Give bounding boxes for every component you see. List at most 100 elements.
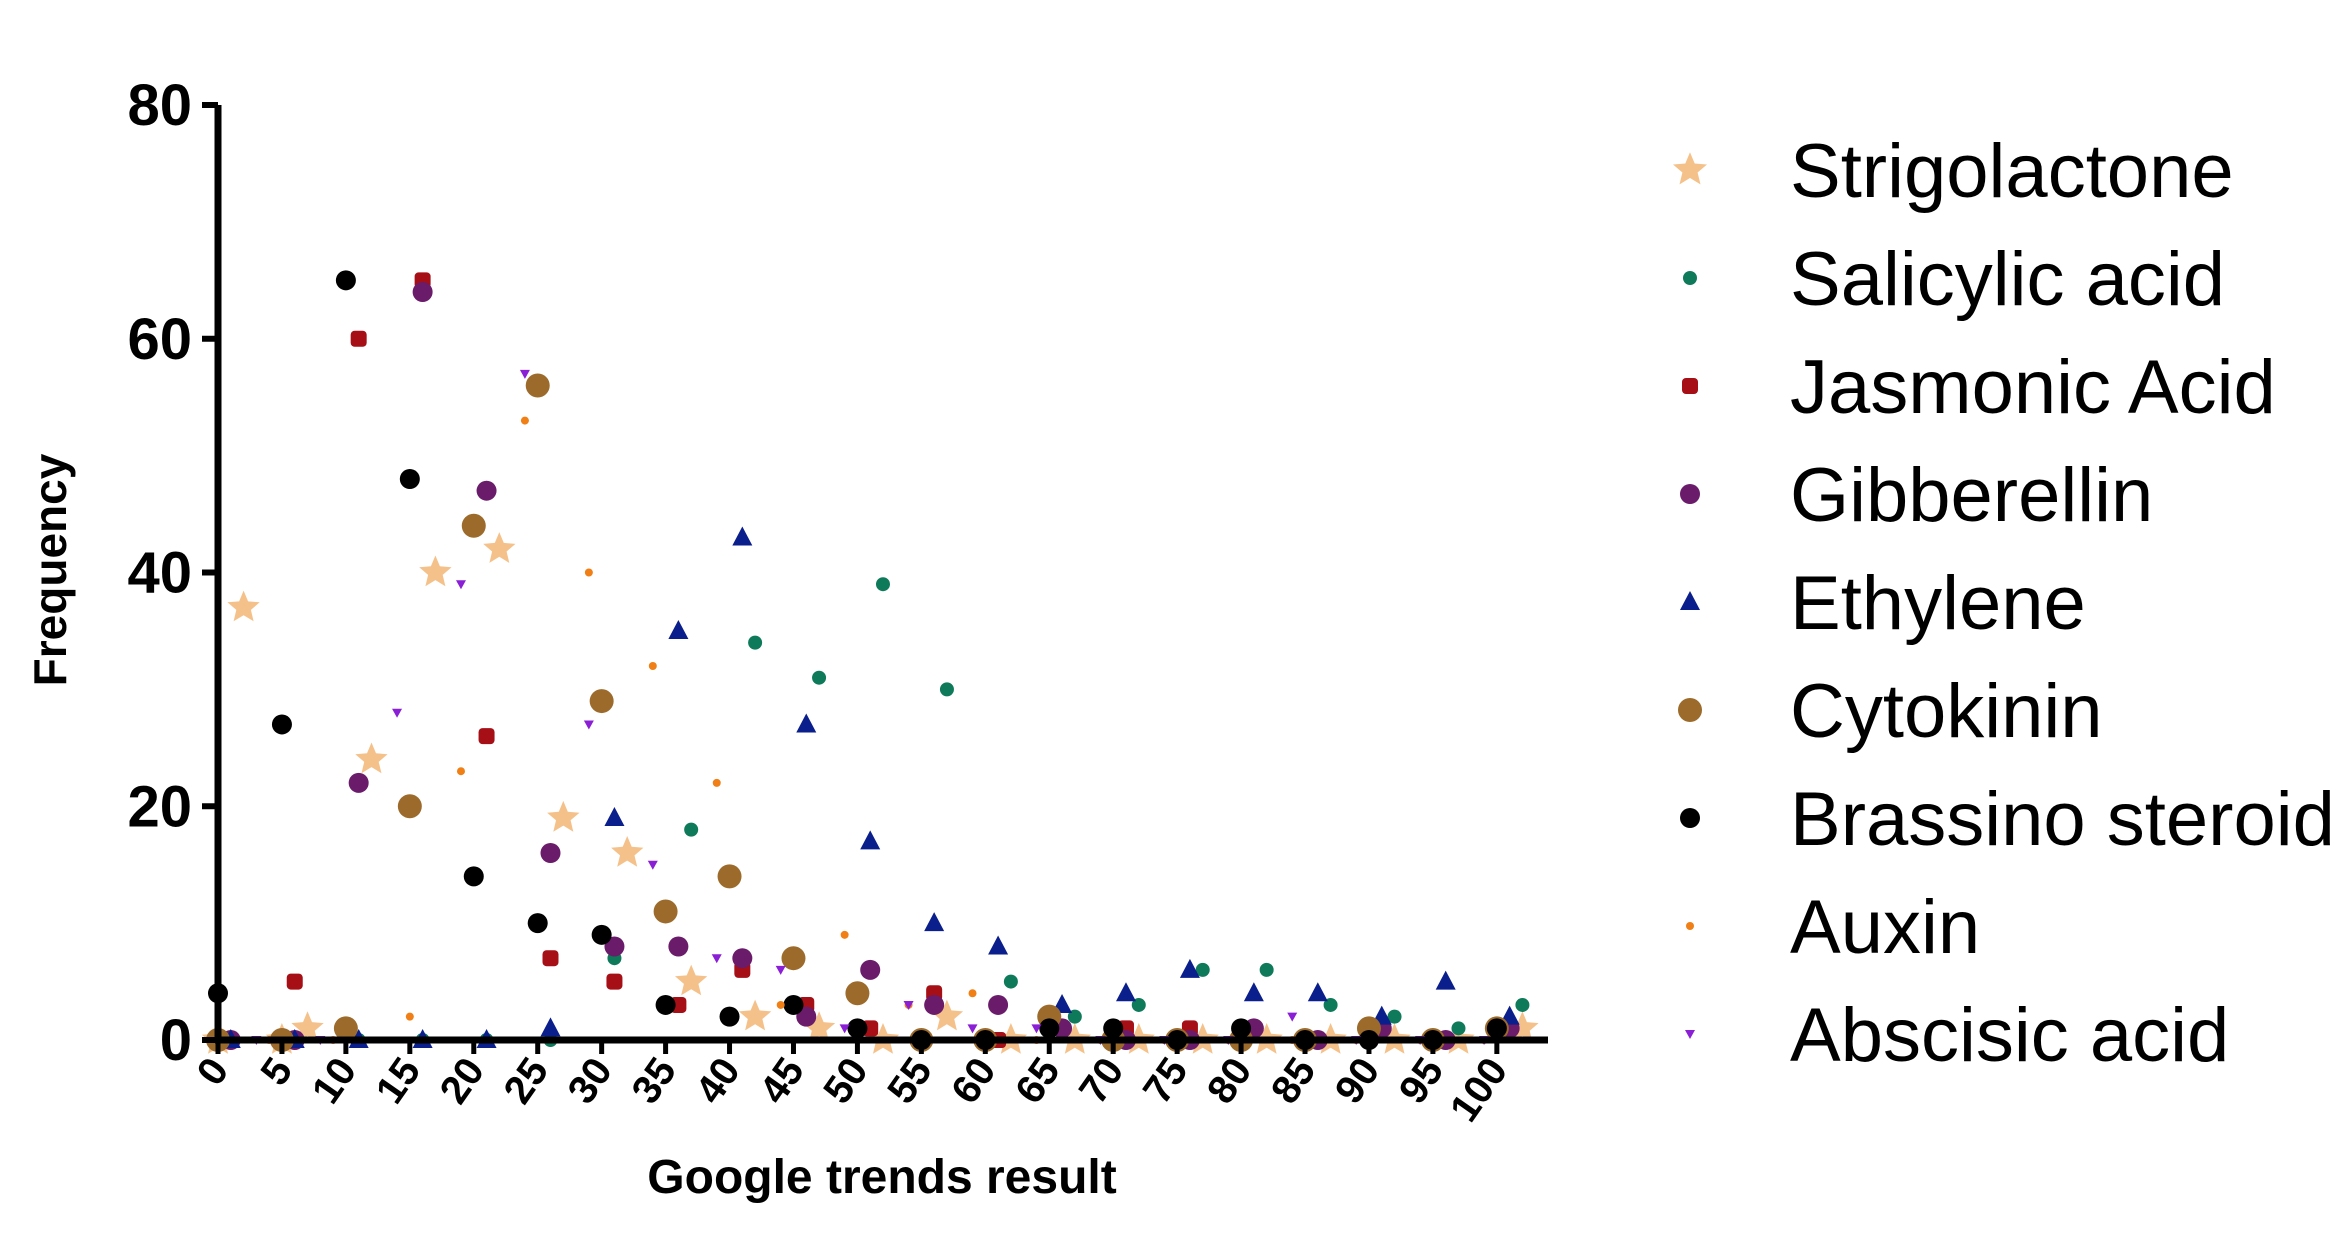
data-point — [1287, 1012, 1298, 1022]
data-point — [456, 767, 465, 776]
data-point — [732, 948, 753, 969]
data-point — [968, 989, 977, 998]
data-point — [335, 270, 356, 291]
data-point — [930, 999, 964, 1031]
data-point — [1515, 997, 1530, 1012]
data-point — [271, 714, 292, 735]
legend-label: Strigolactone — [1790, 129, 2234, 214]
data-point — [924, 994, 945, 1015]
data-point — [939, 682, 954, 697]
data-point — [476, 480, 497, 501]
legend-marker — [1673, 152, 1707, 185]
data-point — [1115, 982, 1136, 1002]
data-point — [392, 708, 403, 718]
data-point — [483, 532, 516, 563]
data-point — [525, 373, 550, 398]
data-point — [796, 713, 817, 733]
data-point — [719, 1006, 740, 1027]
x-tick-label: 55 — [879, 1050, 941, 1112]
legend-marker — [1680, 591, 1700, 610]
data-point — [711, 954, 722, 964]
data-point — [1323, 997, 1338, 1012]
data-point — [461, 513, 486, 538]
data-point — [1451, 1021, 1466, 1036]
legend-entry: Ethylene — [1680, 561, 2086, 646]
data-point — [1031, 1024, 1042, 1034]
legend-marker — [1685, 1030, 1695, 1039]
legend-label: Ethylene — [1790, 561, 2086, 646]
data-point — [845, 981, 870, 1006]
x-axis-title: Google trends result — [647, 1151, 1116, 1204]
series-jasmonic-acid — [222, 272, 1518, 1048]
data-point — [1387, 1009, 1402, 1024]
legend-entry: Abscisic acid — [1685, 993, 2229, 1078]
data-point — [783, 994, 804, 1015]
x-tick-label: 20 — [432, 1050, 494, 1112]
legend-entry: Gibberellin — [1680, 453, 2153, 538]
data-point — [606, 973, 623, 990]
data-point — [1103, 1018, 1124, 1039]
data-point — [738, 999, 772, 1031]
legend-entry: Salicylic acid — [1683, 237, 2225, 322]
data-point — [1131, 997, 1146, 1012]
data-point — [802, 1011, 836, 1043]
data-point — [591, 924, 612, 945]
legend-marker — [1680, 484, 1700, 504]
legend-entry: Strigolactone — [1673, 129, 2234, 214]
series-gibberellin — [220, 282, 1520, 1050]
data-point — [542, 950, 559, 967]
x-tick-label: 25 — [496, 1050, 558, 1112]
data-point — [397, 794, 422, 819]
y-tick-label: 60 — [127, 307, 192, 372]
x-tick-label: 45 — [751, 1050, 813, 1112]
legend-label: Jasmonic Acid — [1790, 345, 2276, 430]
x-tick-label: 90 — [1327, 1050, 1389, 1112]
data-point — [717, 864, 742, 889]
data-point — [840, 930, 849, 939]
data-point — [547, 800, 580, 832]
series-auxin — [265, 416, 1489, 1044]
data-point — [675, 964, 708, 996]
data-point — [455, 580, 466, 590]
data-point — [860, 830, 881, 850]
data-point — [781, 946, 806, 971]
data-point — [668, 936, 689, 957]
data-point — [732, 526, 753, 546]
x-tick-label: 30 — [559, 1050, 621, 1112]
legend-label: Cytokinin — [1790, 669, 2103, 754]
data-point — [463, 866, 484, 887]
data-point — [839, 1024, 850, 1034]
data-point — [847, 1018, 868, 1039]
data-point — [286, 973, 303, 990]
data-point — [412, 282, 433, 302]
legend-entry: Cytokinin — [1678, 669, 2103, 754]
y-tick-label: 80 — [127, 73, 192, 138]
data-point — [520, 416, 529, 425]
data-point — [1435, 970, 1456, 990]
x-tick-label: 40 — [687, 1050, 749, 1112]
legend-label: Gibberellin — [1790, 453, 2153, 538]
data-point — [684, 822, 699, 837]
data-point — [604, 936, 625, 957]
data-point — [988, 994, 1009, 1015]
legend-entry: Jasmonic Acid — [1682, 345, 2276, 430]
x-tick-label: 15 — [368, 1050, 430, 1112]
x-tick-label: 5 — [253, 1050, 302, 1093]
data-point — [399, 469, 420, 489]
data-point — [1307, 982, 1328, 1002]
data-point — [924, 912, 945, 932]
data-point — [1259, 962, 1274, 977]
data-point — [405, 1012, 414, 1021]
data-point — [776, 1000, 785, 1009]
x-tick-label: 85 — [1263, 1050, 1325, 1112]
data-point — [655, 994, 676, 1015]
data-point — [1243, 982, 1264, 1002]
data-point — [812, 670, 827, 685]
data-point — [227, 590, 260, 622]
x-tick-label: 70 — [1071, 1050, 1133, 1112]
x-tick-label: 80 — [1199, 1050, 1261, 1112]
x-tick-label: 100 — [1442, 1050, 1516, 1130]
series-abscisic-acid — [251, 369, 1490, 1045]
data-point — [903, 1000, 914, 1010]
